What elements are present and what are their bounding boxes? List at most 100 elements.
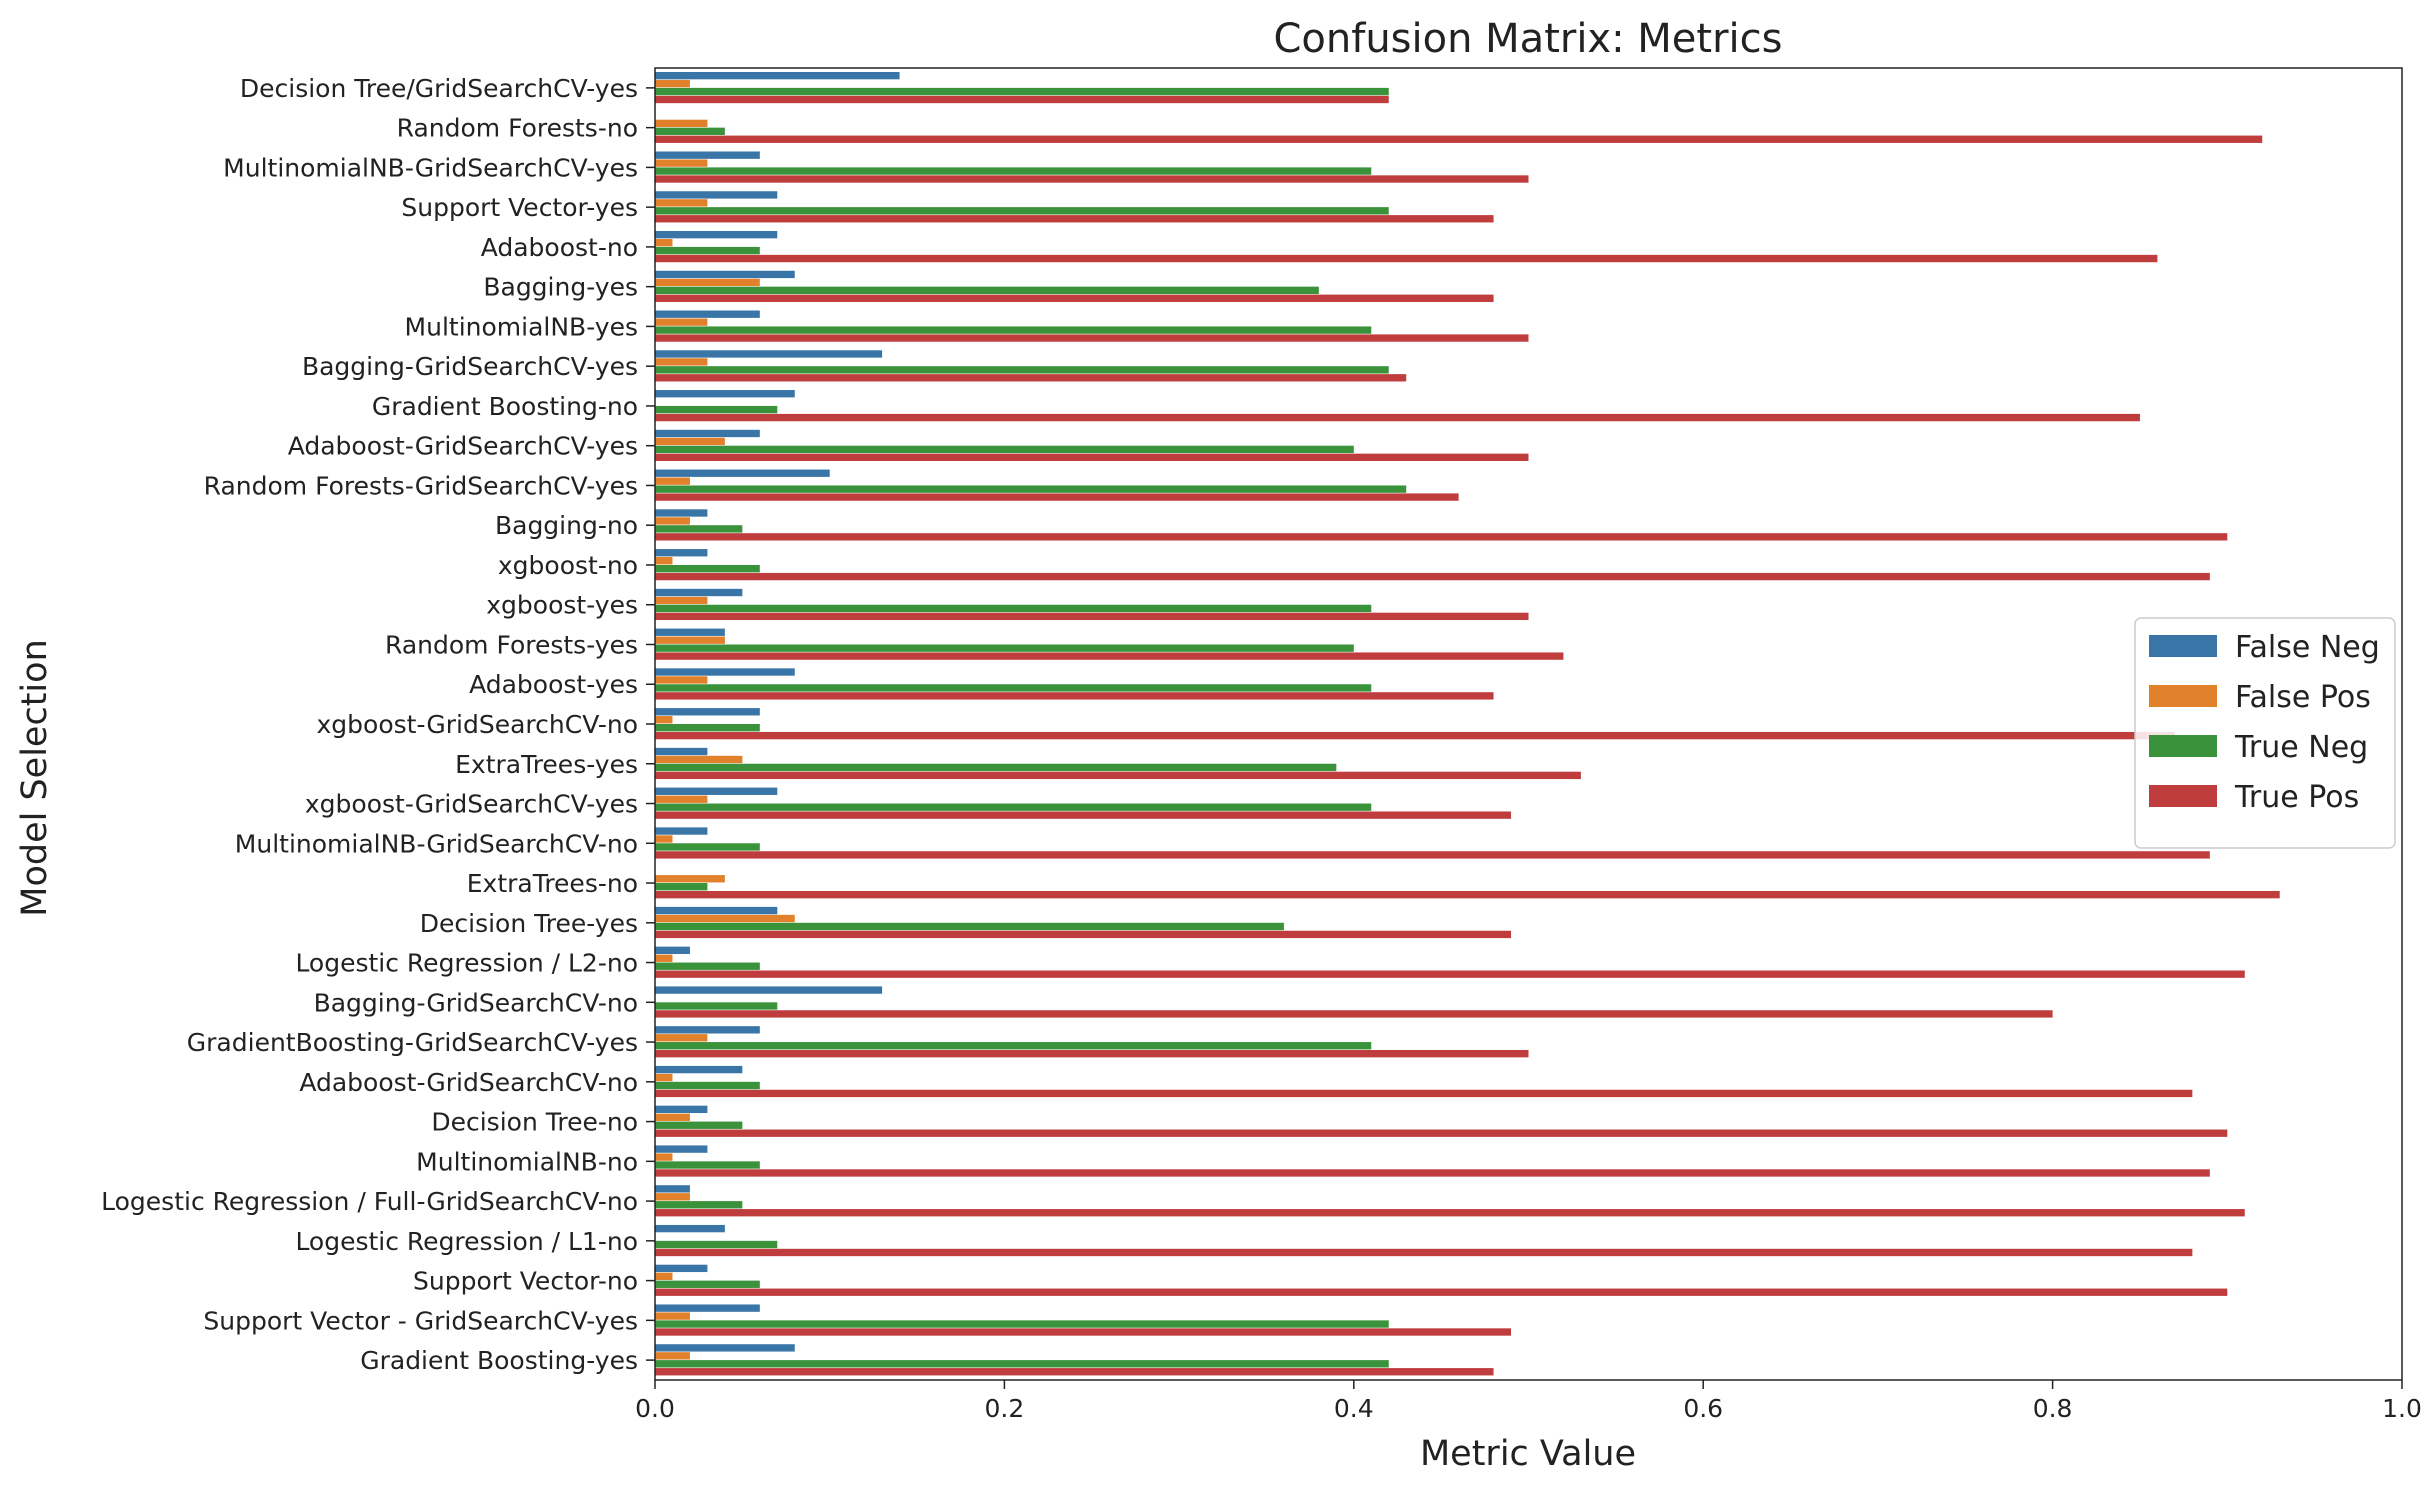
y-axis: Decision Tree/GridSearchCV-yes Random For… xyxy=(101,74,655,1375)
legend-swatch xyxy=(2149,685,2217,707)
bar-false-neg xyxy=(655,270,795,279)
bar-false-neg xyxy=(655,151,760,159)
y-tick-label: ExtraTrees-yes xyxy=(455,750,638,779)
bar-true-neg xyxy=(655,1161,760,1169)
y-tick-label: Support Vector-no xyxy=(413,1267,638,1296)
y-tick-label: Bagging-GridSearchCV-no xyxy=(314,988,638,1017)
bar-false-pos xyxy=(655,238,673,247)
bar-true-neg xyxy=(655,207,1389,215)
bar-false-pos xyxy=(655,1193,690,1201)
y-tick-label: xgboost-no xyxy=(498,551,638,580)
bar-true-pos xyxy=(655,811,1512,819)
bar-true-pos xyxy=(655,175,1529,183)
y-tick-label: Adaboost-GridSearchCV-yes xyxy=(288,432,638,461)
bar-true-pos xyxy=(655,970,2245,978)
y-tick-label: GradientBoosting-GridSearchCV-yes xyxy=(187,1028,638,1057)
bar-true-neg xyxy=(655,922,1284,931)
bar-true-pos xyxy=(655,692,1494,700)
bar-true-neg xyxy=(655,405,778,414)
bar-false-neg xyxy=(655,191,778,199)
bar-false-pos xyxy=(655,1312,690,1320)
legend-swatch xyxy=(2149,735,2217,757)
bar-true-neg xyxy=(655,485,1407,493)
bar-false-pos xyxy=(655,914,795,923)
bar-true-neg xyxy=(655,684,1372,692)
bar-true-pos xyxy=(655,890,2280,899)
bar-false-pos xyxy=(655,835,673,843)
bar-true-neg xyxy=(655,246,760,255)
y-tick-label: Random Forests-GridSearchCV-yes xyxy=(204,471,638,500)
bar-true-pos xyxy=(655,1328,1512,1336)
bar-false-pos xyxy=(655,119,708,128)
y-tick-label: Logestic Regression / Full-GridSearchCV-… xyxy=(101,1187,638,1216)
x-tick-label: 1.0 xyxy=(2382,1394,2422,1423)
bar-true-neg xyxy=(655,127,725,135)
bar-true-pos xyxy=(655,95,1389,104)
bar-true-neg xyxy=(655,326,1372,334)
x-tick-label: 0.6 xyxy=(1683,1394,1723,1423)
x-axis: 0.0 0.2 0.4 0.6 0.8 1.0 xyxy=(635,1380,2422,1423)
y-tick-label: Logestic Regression / L1-no xyxy=(295,1227,638,1256)
bar-false-pos xyxy=(655,1352,690,1360)
bar-true-pos xyxy=(655,1089,2193,1098)
bar-false-neg xyxy=(655,350,883,358)
bar-false-neg xyxy=(655,1224,725,1233)
y-tick-label: Adaboost-GridSearchCV-no xyxy=(299,1068,638,1097)
bar-true-pos xyxy=(655,1288,2228,1296)
bar-true-pos xyxy=(655,1368,1494,1376)
chart-title: Confusion Matrix: Metrics xyxy=(1273,16,1782,62)
bar-false-neg xyxy=(655,946,690,954)
bar-true-pos xyxy=(655,612,1529,621)
bar-true-pos xyxy=(655,453,1529,461)
bar-false-pos xyxy=(655,199,708,207)
bar-false-pos xyxy=(655,159,708,167)
bar-true-neg xyxy=(655,883,708,891)
bar-true-pos xyxy=(655,135,2263,143)
y-tick-label: Decision Tree-no xyxy=(431,1108,638,1137)
bar-true-neg xyxy=(655,87,1389,96)
bar-true-neg xyxy=(655,564,760,573)
y-tick-label: Logestic Regression / L2-no xyxy=(295,949,638,978)
bar-false-pos xyxy=(655,358,708,366)
bar-false-neg xyxy=(655,549,708,557)
y-tick-label: Gradient Boosting-no xyxy=(372,392,638,421)
bar-true-pos xyxy=(655,652,1564,660)
plot-frame xyxy=(654,67,2403,1381)
y-tick-label: Support Vector - GridSearchCV-yes xyxy=(203,1306,638,1335)
bar-false-pos xyxy=(655,318,708,326)
y-tick-label: Bagging-no xyxy=(495,511,638,540)
bar-false-neg xyxy=(655,787,778,795)
bar-true-pos xyxy=(655,1169,2210,1177)
bar-false-pos xyxy=(655,636,725,644)
bar-false-neg xyxy=(655,469,830,477)
bar-false-neg xyxy=(655,1344,795,1352)
bar-false-pos xyxy=(655,755,743,764)
bar-false-neg xyxy=(655,827,708,835)
y-tick-label: MultinomialNB-no xyxy=(416,1147,638,1176)
bar-false-neg xyxy=(655,71,900,80)
y-tick-label: Gradient Boosting-yes xyxy=(360,1346,638,1375)
bar-false-neg xyxy=(655,429,760,438)
bar-true-neg xyxy=(655,1320,1389,1328)
bar-true-neg xyxy=(655,1121,743,1129)
y-tick-label: Bagging-yes xyxy=(483,273,638,302)
legend-label: False Neg xyxy=(2235,630,2380,665)
bar-false-neg xyxy=(655,588,743,597)
bar-false-neg xyxy=(655,1105,708,1114)
bar-false-neg xyxy=(655,986,883,994)
bar-false-neg xyxy=(655,509,708,517)
bar-true-pos xyxy=(655,731,2175,740)
bar-true-neg xyxy=(655,724,760,732)
bar-false-pos xyxy=(655,1272,673,1281)
bar-true-neg xyxy=(655,1002,778,1010)
bar-true-pos xyxy=(655,1010,2053,1018)
bar-true-pos xyxy=(655,294,1494,302)
bar-false-neg xyxy=(655,390,795,398)
bar-false-pos xyxy=(655,557,673,565)
y-tick-label: ExtraTrees-no xyxy=(467,869,638,898)
legend-label: True Pos xyxy=(2234,780,2359,815)
bar-false-neg xyxy=(655,628,725,636)
bar-false-pos xyxy=(655,875,725,883)
y-axis-label: Model Selection xyxy=(15,639,55,917)
